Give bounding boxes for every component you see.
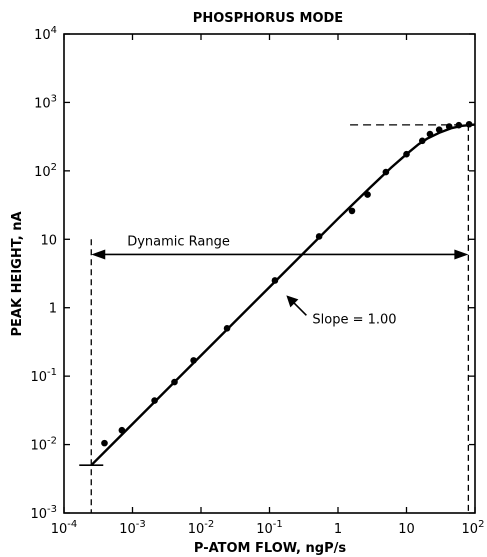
data-point: [435, 126, 443, 133]
x-tick-label: 10-2: [188, 519, 215, 537]
plot-frame: [63, 33, 476, 514]
data-point: [426, 130, 434, 138]
data-point: [223, 325, 231, 332]
data-point: [465, 120, 473, 128]
y-tick-label: 103: [34, 93, 57, 111]
x-axis-title: P-ATOM FLOW, ngP/s: [194, 541, 346, 556]
slope-pointer-arrowhead: [286, 295, 299, 308]
data-point: [348, 207, 356, 215]
y-tick-label: 10-3: [30, 504, 57, 522]
y-axis-title: PEAK HEIGHT, nA: [10, 211, 25, 336]
x-tick-label: 10-4: [51, 519, 78, 537]
x-tick-label: 10-1: [256, 519, 283, 537]
data-point: [151, 397, 158, 404]
data-point: [382, 168, 390, 176]
fit-curve: [90, 123, 476, 467]
data-point: [118, 426, 126, 434]
y-tick-label: 102: [34, 162, 57, 180]
data-point: [455, 121, 463, 129]
data-point: [403, 150, 410, 158]
chart-title: PHOSPHORUS MODE: [193, 11, 343, 26]
x-tick-label: 10-3: [119, 519, 146, 537]
x-tick-label: 1: [334, 522, 342, 537]
x-tick-label: 102: [462, 519, 485, 537]
dynamic-range-label: Dynamic Range: [127, 234, 230, 249]
data-point: [418, 137, 426, 145]
axis-ticks: [63, 33, 476, 514]
data-point: [364, 191, 371, 198]
data-point: [190, 357, 197, 364]
y-tick-label: 10-2: [30, 436, 57, 454]
data-point: [171, 378, 178, 386]
data-point: [445, 123, 453, 130]
slope-label: Slope = 1.00: [312, 312, 396, 327]
dynamic-range-arrowhead-left: [91, 249, 106, 260]
data-points: [101, 120, 473, 447]
dynamic-range-arrowhead-right: [454, 249, 469, 260]
data-point: [315, 233, 323, 240]
reference-lines: [79, 124, 475, 513]
y-tick-label: 10: [40, 233, 57, 248]
y-tick-label: 10-1: [30, 367, 57, 385]
annotations: Dynamic Range Slope = 1.00: [91, 234, 469, 327]
data-point: [271, 277, 279, 284]
data-point: [101, 439, 108, 447]
axis-tick-labels: 10-4 10-3 10-2 10-1 1 10 10210-310-210-1110102…: [30, 25, 484, 537]
y-tick-label: 1: [49, 302, 57, 317]
y-tick-label: 104: [34, 25, 57, 43]
x-tick-label: 10: [398, 522, 415, 537]
